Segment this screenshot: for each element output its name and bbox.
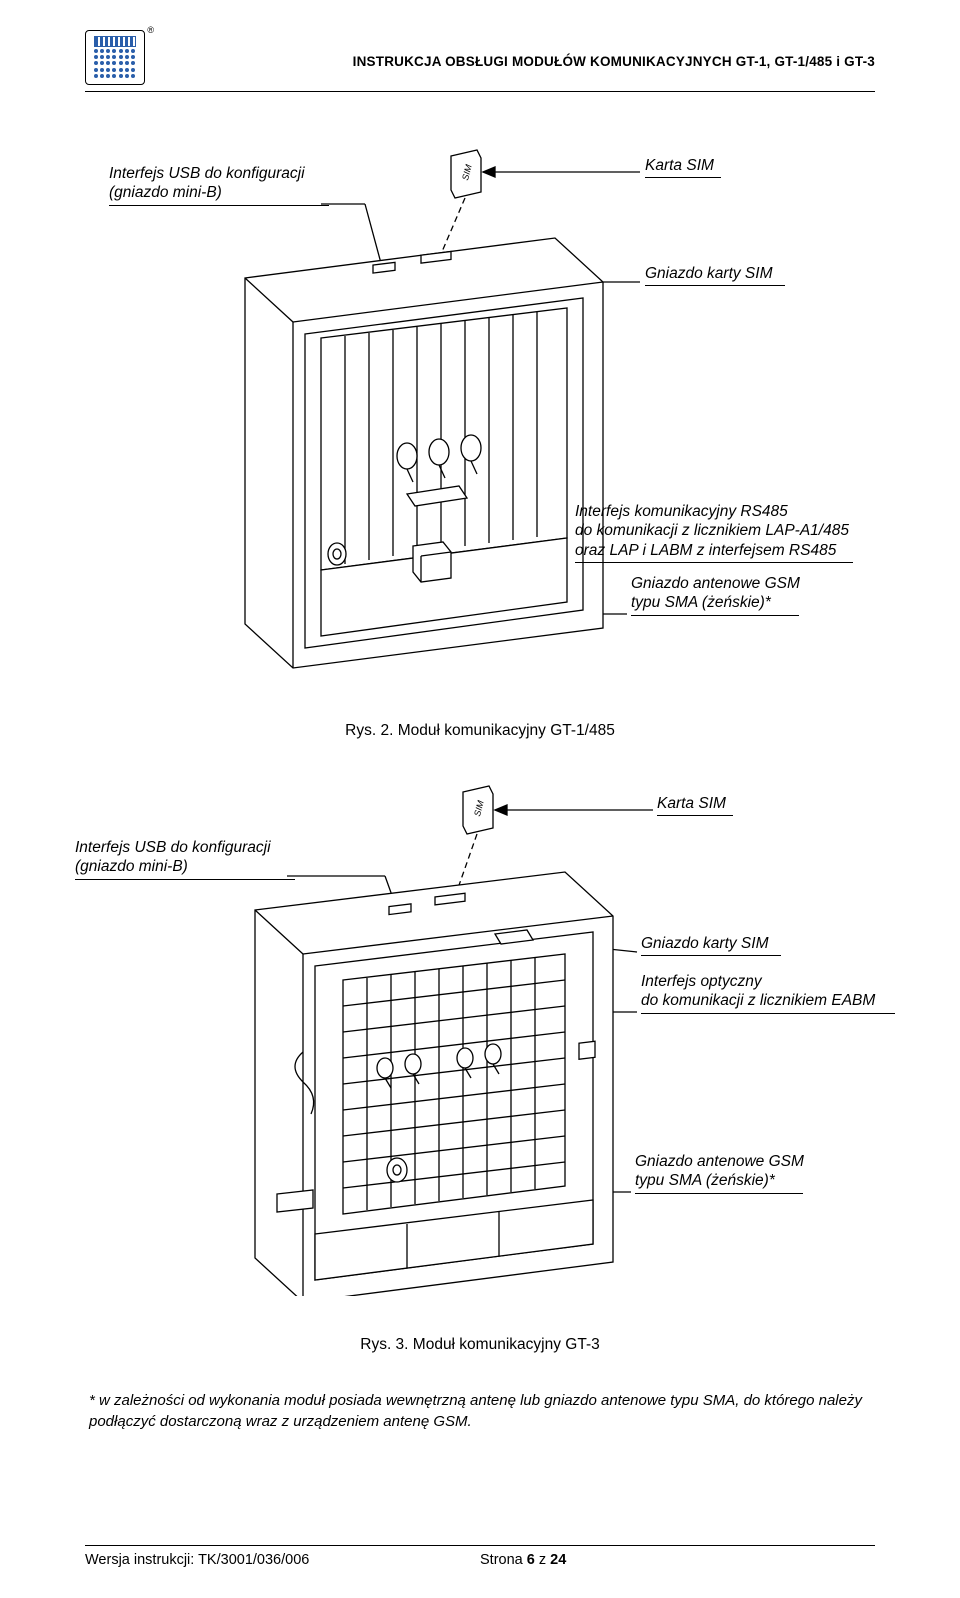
label-gsm-antenna-2: Gniazdo antenowe GSM typu SMA (żeńskie)* (635, 1152, 804, 1194)
label-sim-slot: Gniazdo karty SIM (645, 264, 785, 286)
label-optical: Interfejs optyczny do komunikacji z licz… (641, 972, 895, 1014)
version-value: TK/3001/036/006 (198, 1552, 309, 1568)
brand-logo: ® (85, 30, 145, 85)
label-gsm-antenna: Gniazdo antenowe GSM typu SMA (żeńskie)* (631, 574, 800, 616)
page-sep: z (535, 1552, 550, 1568)
version-label: Wersja instrukcji: (85, 1552, 198, 1568)
figure-gt-1-485: Interfejs USB do konfiguracji (gniazdo m… (85, 142, 875, 702)
figure-gt-3: Interfejs USB do konfiguracji (gniazdo m… (85, 776, 875, 1316)
label-sim-card-2: Karta SIM (657, 794, 733, 816)
label-usb-config: Interfejs USB do konfiguracji (gniazdo m… (109, 164, 329, 206)
page-footer: Wersja instrukcji: TK/3001/036/006 Stron… (85, 1545, 875, 1568)
footnote: * w zależności od wykonania moduł posiad… (85, 1390, 875, 1432)
label-sim-slot-2: Gniazdo karty SIM (641, 934, 781, 956)
page-total: 24 (550, 1552, 566, 1568)
document-title: INSTRUKCJA OBSŁUGI MODUŁÓW KOMUNIKACYJNY… (353, 30, 875, 69)
figure2-caption: Rys. 3. Moduł komunikacyjny GT-3 (85, 1336, 875, 1354)
label-rs485: Interfejs komunikacyjny RS485 do komunik… (575, 502, 853, 563)
page-header: ® INSTRUKCJA OBSŁUGI MODUŁÓW KOMUNIKACYJ… (85, 30, 875, 92)
page-current: 6 (527, 1552, 535, 1568)
registered-icon: ® (147, 25, 154, 35)
label-sim-card: Karta SIM (645, 156, 721, 178)
page-label: Strona (480, 1552, 527, 1568)
label-usb-config-2: Interfejs USB do konfiguracji (gniazdo m… (75, 838, 295, 880)
figure1-caption: Rys. 2. Moduł komunikacyjny GT-1/485 (85, 722, 875, 740)
